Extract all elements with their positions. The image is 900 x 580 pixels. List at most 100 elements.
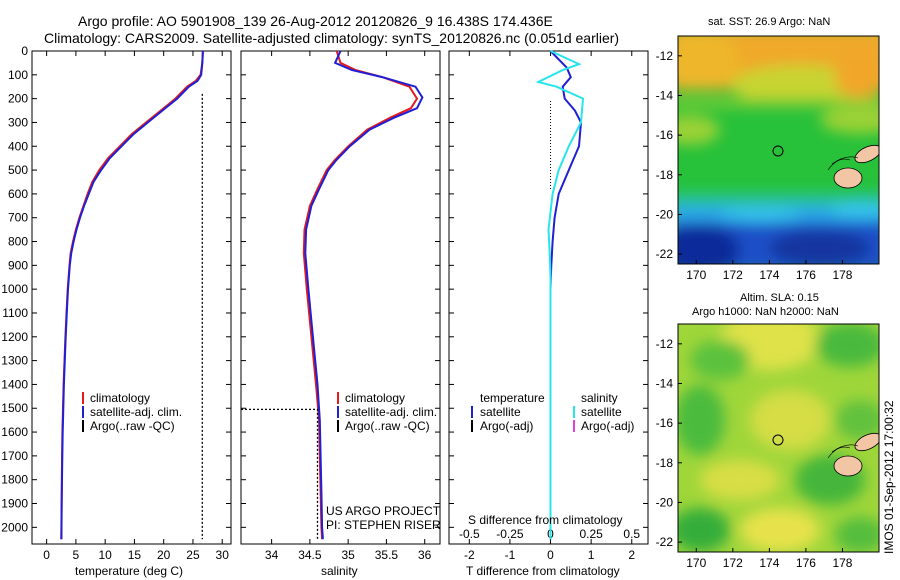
salinity-plot: 34 34.5 35 35.5 36: [241, 50, 440, 562]
depth-axis: 0 100 200 300 400 500 600 700 800 900 1000 1100 1200…: [1, 44, 28, 534]
map-y-tick-label: -14: [656, 376, 674, 390]
map-x-tick-label: 170: [686, 556, 706, 570]
difference-legend: temperature satellite Argo(-adj) salinit…: [468, 391, 634, 527]
map-x-tick-label: 176: [796, 556, 816, 570]
salinity-axis-label: salinity: [321, 564, 358, 578]
map-y-tick-label: -18: [656, 168, 674, 182]
x-tick-label: 20: [157, 548, 171, 562]
depth-tick-label: 100: [8, 68, 28, 82]
x-tick-label-top: -0.5: [459, 527, 480, 541]
series-line-satellite-adj-clim-: [60, 50, 204, 540]
x-tick-label: 2: [628, 548, 635, 562]
header-line-1: Argo profile: AO 5901908_139 26-Aug-2012…: [78, 13, 553, 29]
depth-tick-label: 1400: [1, 377, 28, 391]
map-y-tick-label: -12: [656, 49, 674, 63]
sla-map-title-line-2: Argo h1000: NaN h2000: NaN: [692, 306, 839, 318]
depth-tick-label: 1600: [1, 425, 28, 439]
header-line-2: Climatology: CARS2009. Satellite-adjuste…: [44, 30, 620, 46]
legend-label-temperature-argo: Argo(-adj): [480, 419, 533, 433]
depth-tick-label: 1900: [1, 497, 28, 511]
series-line-satellite-adj-clim-: [304, 50, 424, 540]
depth-tick-label: 800: [8, 235, 28, 249]
depth-tick-label: 500: [8, 163, 28, 177]
x-tick-label: 34.5: [298, 548, 322, 562]
island-vanua-levu: [854, 144, 879, 164]
legend-label-salinity-argo: Argo(-adj): [581, 419, 634, 433]
series-line-temperature-satellite: [549, 50, 583, 540]
x-tick-label: 35.5: [375, 548, 399, 562]
legend-label-salinity-satellite: satellite: [581, 405, 622, 419]
depth-tick-label: 600: [8, 187, 28, 201]
series-line-climatology: [60, 50, 204, 540]
depth-tick-label: 1700: [1, 449, 28, 463]
x-tick-label-top: -0.25: [496, 527, 524, 541]
depth-tick-label: 1200: [1, 330, 28, 344]
legend-label-climatology: climatology: [90, 391, 150, 405]
x-tick-label: -2: [464, 548, 475, 562]
depth-tick-label: 0: [21, 44, 28, 58]
depth-tick-label: 300: [8, 115, 28, 129]
island-viti-levu: [833, 455, 863, 477]
map-y-tick-label: -16: [656, 128, 674, 142]
island-vanua-levu: [854, 432, 879, 452]
legend-header-temperature: temperature: [480, 391, 545, 405]
project-line-1: US ARGO PROJECT: [326, 504, 441, 518]
map-y-tick-label: -20: [656, 207, 674, 221]
map-y-tick-label: -22: [656, 535, 674, 549]
depth-tick-label: 400: [8, 139, 28, 153]
depth-tick-label: 1500: [1, 401, 28, 415]
salinity-plot-frame: [240, 50, 441, 545]
sst-map: [677, 35, 880, 265]
project-line-2: PI: STEPHEN RISER: [326, 518, 441, 532]
salinity-legend: climatology satellite-adj. clim. Argo(..…: [326, 391, 441, 532]
salinity-difference-label: S difference from climatology: [468, 513, 623, 527]
map-x-tick-label: 172: [723, 556, 743, 570]
legend-label-satellite: satellite-adj. clim.: [90, 405, 182, 419]
legend-label-satellite: satellite-adj. clim.: [345, 405, 437, 419]
temperature-plot: 0 5 10 15 20 25 30: [32, 50, 231, 562]
temperature-difference-axis-label: T difference from climatology: [466, 564, 620, 578]
depth-tick-label: 1100: [2, 306, 28, 320]
temperature-plot-frame: [31, 50, 232, 545]
map-x-tick-label: 178: [832, 556, 852, 570]
sla-map: [677, 323, 880, 553]
legend-label-argo: Argo(..raw -QC): [90, 419, 175, 433]
depth-tick-label: 1800: [1, 473, 28, 487]
temperature-legend: climatology satellite-adj. clim. Argo(..…: [82, 391, 182, 433]
depth-tick-label: 1000: [1, 282, 28, 296]
x-tick-label: 30: [216, 548, 230, 562]
depth-tick-label: 2000: [1, 520, 28, 534]
x-tick-label: 0: [43, 548, 50, 562]
map-x-tick-label: 174: [759, 268, 779, 282]
x-tick-label: 25: [186, 548, 200, 562]
depth-tick-label: 200: [8, 92, 28, 106]
x-tick-label-top: 0.25: [579, 527, 603, 541]
x-tick-label: 36: [418, 548, 432, 562]
map-x-tick-label: 176: [796, 268, 816, 282]
map-y-tick-label: -12: [656, 337, 674, 351]
x-tick-label: 1: [588, 548, 595, 562]
series-line-salinity-satellite: [535, 50, 585, 540]
map-x-tick-label: 172: [723, 268, 743, 282]
map-x-tick-label: 170: [686, 268, 706, 282]
difference-plot: -2 -1 0 1 2-0.5 -0.25 0 0.25 0.5: [449, 50, 648, 562]
legend-label-argo: Argo(..raw -QC): [345, 419, 430, 433]
series-line-argo-raw-qc-: [241, 408, 319, 540]
legend-label-temperature-satellite: satellite: [480, 405, 521, 419]
map-y-tick-label: -22: [656, 247, 674, 261]
map-x-tick-label: 174: [759, 556, 779, 570]
x-tick-label-top: 0.5: [623, 527, 640, 541]
map-y-tick-label: -16: [656, 416, 674, 430]
x-tick-label: -1: [505, 548, 516, 562]
map-y-tick-label: -14: [656, 88, 674, 102]
x-tick-label: 5: [73, 548, 80, 562]
depth-tick-label: 900: [8, 258, 28, 272]
sst-map-axes: 170 172 174 176 178 -12 -14 -16 -18 -20 -22: [656, 49, 853, 282]
legend-header-salinity: salinity: [581, 391, 618, 405]
x-tick-label: 34: [265, 548, 279, 562]
map-x-tick-label: 178: [832, 268, 852, 282]
depth-tick-label: 1300: [1, 354, 28, 368]
sst-map-title: sat. SST: 26.9 Argo: NaN: [708, 16, 831, 28]
x-tick-label: 10: [98, 548, 112, 562]
